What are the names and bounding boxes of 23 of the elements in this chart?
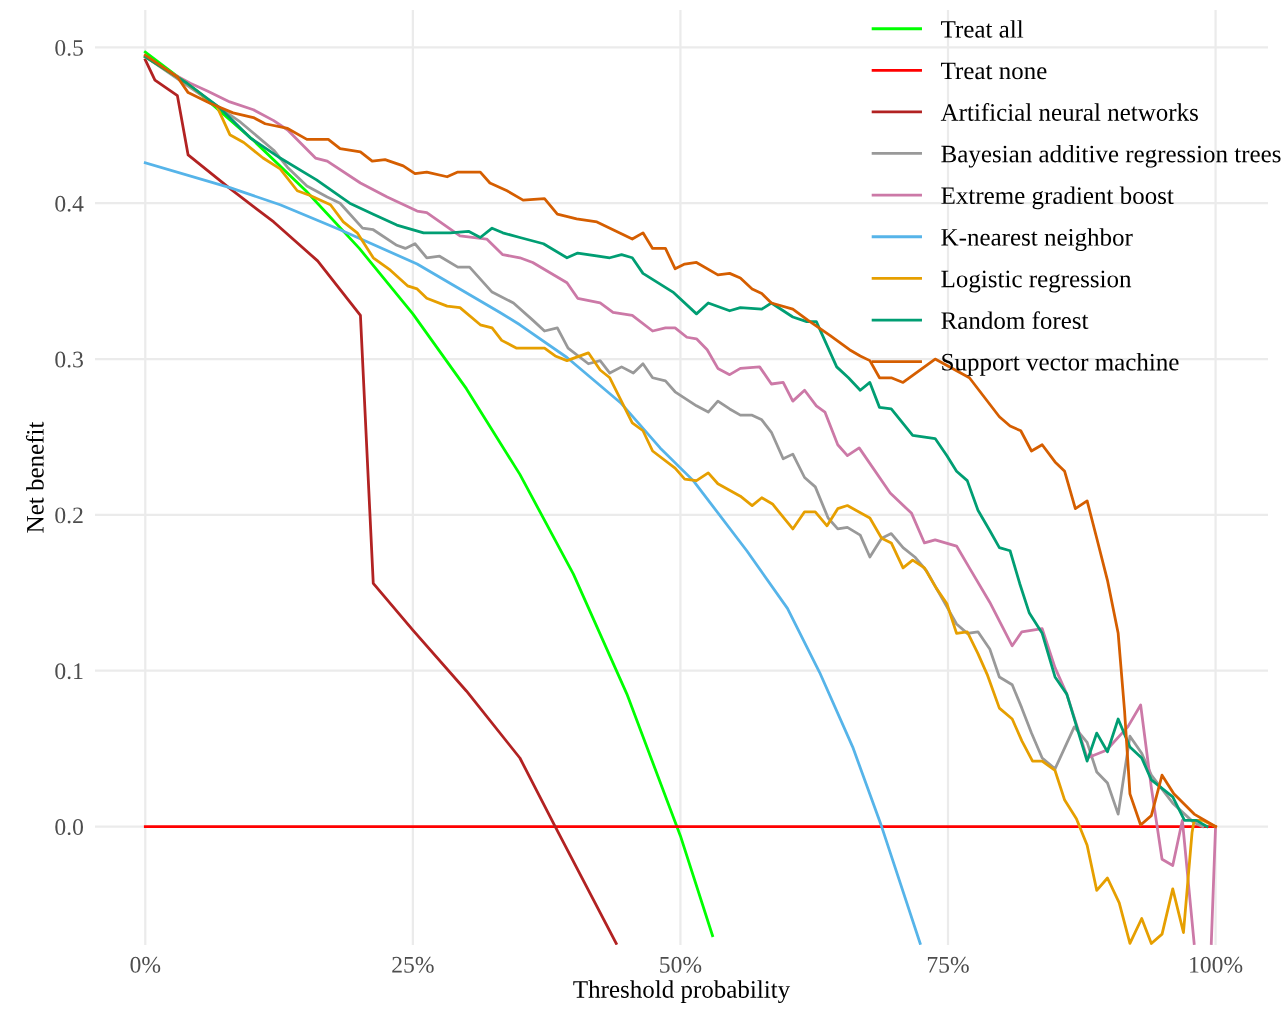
line-series <box>143 58 618 945</box>
y-tick-label: 0.1 <box>55 663 83 680</box>
x-tick-label: 25% <box>392 956 434 973</box>
y-tick-label: 0.2 <box>55 507 83 524</box>
x-tick-label: 100% <box>1190 956 1243 973</box>
line-series <box>143 161 922 945</box>
x-tick-label: 0% <box>130 956 161 973</box>
legend-label: Random forest <box>941 311 1089 330</box>
legend-label: Logistic regression <box>941 270 1132 293</box>
x-tick-label: 75% <box>927 956 969 973</box>
x-axis-title: Threshold probability <box>573 980 791 1004</box>
legend-label: Treat all <box>941 20 1024 38</box>
y-tick-label: 0.5 <box>55 39 83 56</box>
x-tick-label: 50% <box>660 956 702 973</box>
legend-label: Treat none <box>941 62 1047 80</box>
legend-label: Bayesian additive regression trees <box>941 144 1281 168</box>
legend-label: K-nearest neighbor <box>941 228 1133 251</box>
legend-label: Artificial neural networks <box>940 103 1198 121</box>
y-axis-title: Net benefit <box>25 421 44 533</box>
y-tick-label: 0.3 <box>55 351 83 368</box>
y-tick-label: 0.0 <box>55 819 83 836</box>
y-tick-label: 0.4 <box>55 195 84 212</box>
legend-label: Extreme gradient boost <box>941 186 1174 210</box>
